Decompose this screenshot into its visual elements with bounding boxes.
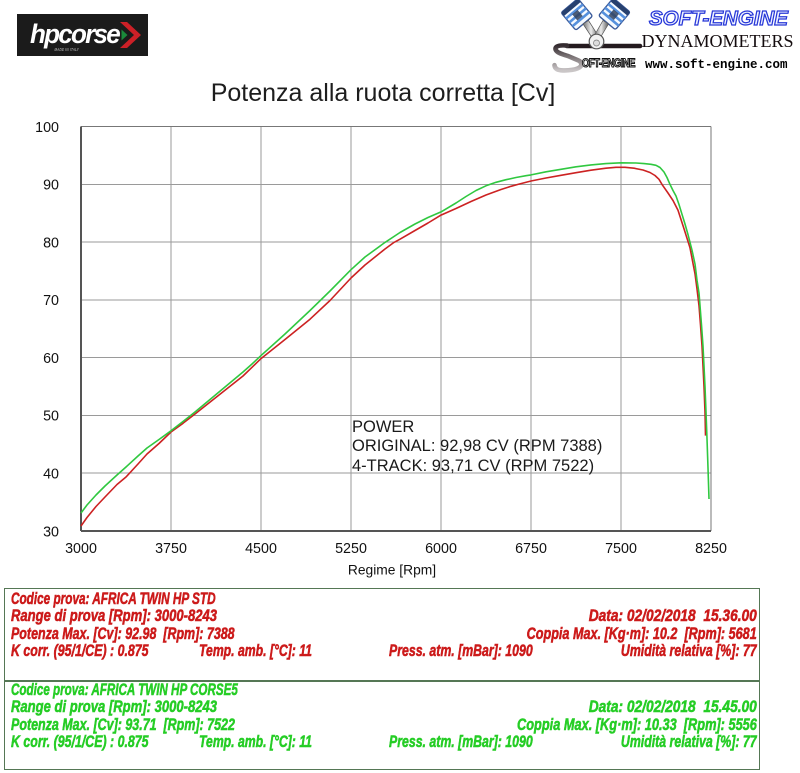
svg-text:30: 30 xyxy=(43,524,59,540)
svg-text:5250: 5250 xyxy=(335,541,367,557)
svg-text:3000: 3000 xyxy=(65,541,97,557)
svg-text:50: 50 xyxy=(43,409,59,425)
svg-text:Regime [Rpm]: Regime [Rpm] xyxy=(348,563,436,578)
svg-text:100: 100 xyxy=(35,120,59,136)
svg-text:7500: 7500 xyxy=(605,541,637,557)
svg-text:6750: 6750 xyxy=(515,541,547,557)
svg-text:8250: 8250 xyxy=(695,541,727,557)
svg-text:90: 90 xyxy=(43,178,59,194)
svg-text:60: 60 xyxy=(43,351,59,367)
svg-text:6000: 6000 xyxy=(425,541,457,557)
svg-text:4500: 4500 xyxy=(245,541,277,557)
svg-text:MADE IN ITALY: MADE IN ITALY xyxy=(55,47,80,52)
svg-text:hpcorse: hpcorse xyxy=(30,19,121,49)
svg-text:80: 80 xyxy=(43,235,59,251)
svg-text:3750: 3750 xyxy=(155,541,187,557)
svg-text:40: 40 xyxy=(43,467,59,483)
svg-text:70: 70 xyxy=(43,293,59,309)
svg-text:OFT-ENGINE: OFT-ENGINE xyxy=(582,58,636,70)
